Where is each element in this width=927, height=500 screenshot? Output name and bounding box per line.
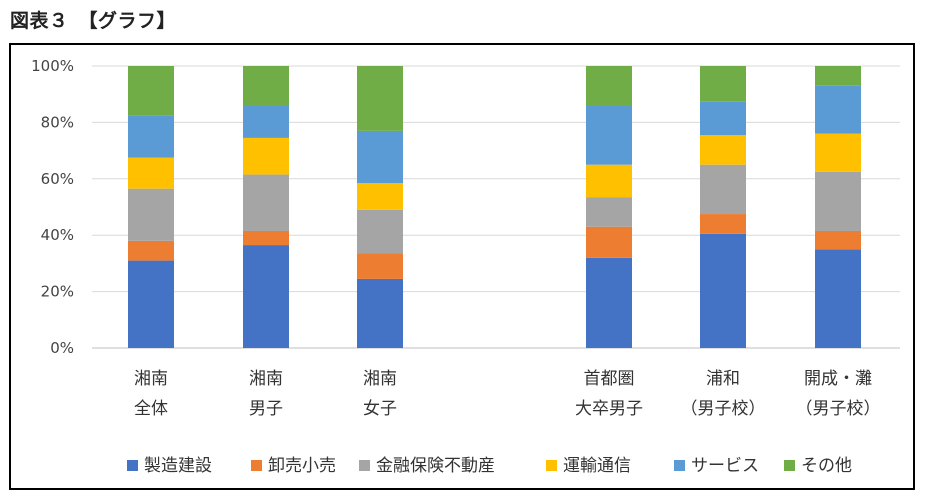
category-label: 湘南	[363, 369, 397, 389]
bar-segment	[815, 85, 861, 134]
bar-segment	[357, 66, 403, 131]
y-tick-label: 60%	[41, 170, 74, 188]
bar-segment	[586, 164, 632, 198]
bar-segment	[586, 66, 632, 106]
bar-segment	[128, 157, 174, 189]
bar-segment	[700, 135, 746, 165]
legend-swatch	[674, 460, 685, 471]
legend-label: その他	[801, 456, 852, 476]
bar-segment	[815, 133, 861, 172]
legend-label: サービス	[691, 456, 759, 476]
bar-segment	[586, 257, 632, 348]
legend-swatch	[784, 460, 795, 471]
bar-segment	[128, 115, 174, 158]
legend-label: 金融保険不動産	[376, 456, 495, 476]
bar-segment	[128, 260, 174, 348]
bar-segment	[128, 240, 174, 261]
legend-label: 卸売小売	[268, 456, 336, 476]
y-tick-label: 100%	[31, 57, 74, 75]
legend-swatch	[359, 460, 370, 471]
category-label: 浦和	[706, 369, 740, 389]
bar-segment	[700, 164, 746, 215]
bar-segment	[243, 174, 289, 231]
category-label: （男子校）	[796, 399, 881, 419]
bar-segment	[815, 66, 861, 86]
y-tick-label: 80%	[41, 113, 74, 131]
category-label: 開成・灘	[804, 369, 872, 389]
category-label: 湘南	[134, 369, 168, 389]
category-label: （男子校）	[681, 399, 766, 419]
y-tick-label: 40%	[41, 226, 74, 244]
bar-segment	[243, 137, 289, 175]
legend-label: 運輸通信	[563, 456, 631, 476]
bar-segment	[357, 278, 403, 348]
bar-segment	[700, 214, 746, 234]
bar-segment	[128, 188, 174, 241]
y-tick-label: 20%	[41, 283, 74, 301]
bar-segment	[243, 230, 289, 246]
bar-segment	[700, 233, 746, 348]
legend-label: 製造建設	[144, 456, 212, 476]
bar-segment	[586, 197, 632, 227]
category-label: 大卒男子	[575, 399, 643, 419]
bar-segment	[243, 66, 289, 106]
category-label: 首都圏	[584, 369, 635, 389]
y-tick-label: 0%	[50, 339, 74, 357]
category-label: 湘南	[249, 369, 283, 389]
bar-segment	[243, 245, 289, 348]
legend-swatch	[546, 460, 557, 471]
bar-segment	[357, 209, 403, 254]
figure-title: 図表３ 【グラフ】	[10, 10, 177, 32]
category-label: 女子	[363, 399, 397, 419]
bar-segment	[357, 253, 403, 279]
bar-segment	[357, 130, 403, 184]
bar-segment	[815, 230, 861, 250]
bar-segment	[700, 66, 746, 102]
chart-frame	[9, 43, 915, 490]
bar-segment	[586, 105, 632, 165]
bar-segment	[815, 249, 861, 348]
bar-segment	[586, 226, 632, 258]
bar-segment	[128, 66, 174, 116]
legend-swatch	[127, 460, 138, 471]
legend-swatch	[251, 460, 262, 471]
category-label: 全体	[134, 399, 168, 419]
bar-segment	[243, 105, 289, 138]
bar-segment	[357, 183, 403, 210]
bar-segment	[815, 171, 861, 231]
category-label: 男子	[249, 399, 283, 419]
bar-segment	[700, 101, 746, 136]
